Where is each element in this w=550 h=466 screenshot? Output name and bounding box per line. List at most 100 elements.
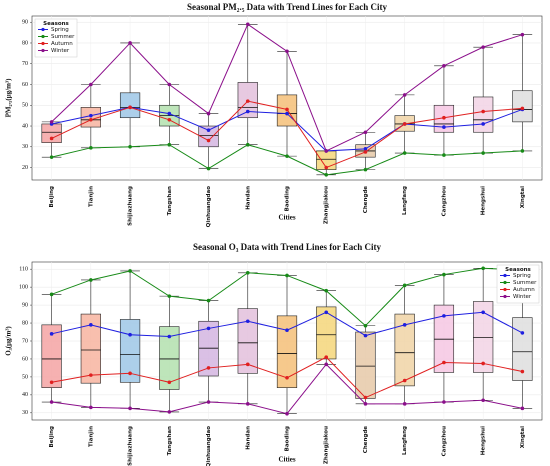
point xyxy=(324,362,329,367)
point xyxy=(206,366,211,370)
point xyxy=(49,380,54,385)
y-tick-label: 30 xyxy=(22,144,28,150)
y-tick-label: 80 xyxy=(22,320,28,326)
point xyxy=(402,93,407,97)
point xyxy=(245,99,250,103)
point xyxy=(363,333,368,338)
x-tick-label: Zhangjiakou xyxy=(324,426,330,464)
point xyxy=(49,292,54,297)
box xyxy=(316,306,337,360)
x-tick-label: Langfang xyxy=(402,426,408,455)
point xyxy=(363,130,368,135)
point xyxy=(285,273,289,278)
point xyxy=(285,107,289,112)
point xyxy=(167,334,172,339)
point xyxy=(520,149,525,153)
point xyxy=(481,310,485,315)
legend-label: Autumn xyxy=(513,287,535,293)
point xyxy=(481,266,485,271)
y-tick-label: 60 xyxy=(22,82,28,88)
legend-marker xyxy=(41,34,45,39)
x-tick-label: Shijiazhuang xyxy=(128,426,134,466)
y-tick-label: 90 xyxy=(22,302,28,308)
point xyxy=(206,138,211,143)
point xyxy=(402,323,407,327)
point xyxy=(49,120,54,124)
legend-label: Summer xyxy=(51,34,75,40)
point xyxy=(89,117,93,122)
legend-title: Seasons xyxy=(505,267,531,273)
point xyxy=(481,109,485,114)
point xyxy=(206,326,211,331)
legend-label: Winter xyxy=(513,294,532,300)
box xyxy=(237,308,258,374)
y-axis-label: O₃(μg/m³) xyxy=(5,326,13,356)
point xyxy=(89,113,93,118)
x-tick-label: Qinhuangdao xyxy=(206,186,212,228)
point xyxy=(285,411,289,416)
x-tick-label: Xingtai xyxy=(520,186,526,208)
point xyxy=(442,115,446,120)
point xyxy=(128,371,132,376)
x-tick-label: Hengshui xyxy=(481,426,487,455)
x-tick-label: Cangzhou xyxy=(441,426,447,456)
x-tick-label: Chengde xyxy=(363,426,369,453)
box xyxy=(433,304,455,373)
point xyxy=(206,111,211,116)
y-tick-label: 80 xyxy=(22,40,28,46)
y-tick-label: 40 xyxy=(22,392,28,398)
x-tick-label: Tangshan xyxy=(167,426,173,456)
x-tick-label: Handan xyxy=(245,426,251,450)
y-tick-label: 100 xyxy=(19,285,28,291)
point xyxy=(481,361,485,366)
legend-label: Spring xyxy=(513,273,531,279)
point xyxy=(402,402,407,406)
x-tick-label: Beijing xyxy=(49,426,55,447)
point xyxy=(324,165,329,170)
point xyxy=(167,111,172,116)
x-tick-label: Handan xyxy=(245,186,251,210)
x-tick-label: Hengshui xyxy=(481,186,487,215)
point xyxy=(442,64,446,68)
legend-marker xyxy=(503,287,507,292)
point xyxy=(442,400,446,404)
point xyxy=(520,106,525,111)
box xyxy=(512,317,533,381)
point xyxy=(245,270,250,275)
y-tick-label: 40 xyxy=(22,123,28,129)
y-tick-label: 20 xyxy=(22,165,28,171)
point xyxy=(363,323,368,328)
box xyxy=(198,320,219,377)
x-tick-label: Qinhuangdao xyxy=(206,426,212,466)
y-tick-label: 60 xyxy=(22,356,28,362)
point xyxy=(167,410,172,414)
point xyxy=(245,142,250,147)
point xyxy=(324,173,329,177)
point xyxy=(128,332,132,337)
y-tick-label: 70 xyxy=(22,338,28,344)
legend-title: Seasons xyxy=(43,21,69,27)
x-tick-label: Tianjin xyxy=(88,426,94,447)
point xyxy=(363,147,368,151)
point xyxy=(89,373,93,377)
point xyxy=(167,142,172,147)
legend-label: Spring xyxy=(51,27,69,33)
point xyxy=(128,269,132,273)
box xyxy=(473,301,494,373)
legend-marker xyxy=(41,48,45,53)
box xyxy=(198,125,219,148)
legend-marker xyxy=(503,294,507,299)
point xyxy=(206,400,211,404)
point xyxy=(49,332,54,336)
legend-marker xyxy=(503,273,507,278)
x-tick-label: Baoding xyxy=(285,186,291,211)
point xyxy=(481,45,485,49)
point xyxy=(49,155,54,159)
point xyxy=(89,82,93,87)
point xyxy=(245,319,250,324)
point xyxy=(167,380,172,385)
legend-label: Autumn xyxy=(51,41,73,47)
x-tick-label: Zhangjiakou xyxy=(324,186,330,224)
x-tick-label: Tianjin xyxy=(88,186,94,207)
point xyxy=(442,153,446,157)
